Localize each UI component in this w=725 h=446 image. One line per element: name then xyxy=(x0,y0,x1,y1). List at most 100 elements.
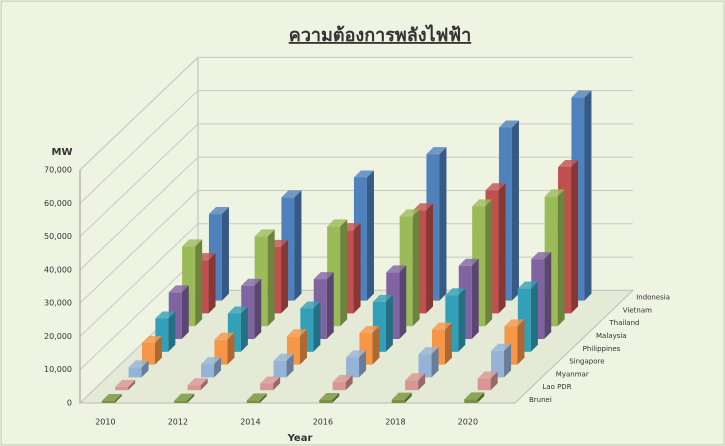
bar-front xyxy=(491,350,505,378)
bar-side xyxy=(345,374,353,391)
bar-side xyxy=(273,376,281,391)
bar-side xyxy=(227,332,235,365)
bar-top xyxy=(413,203,434,211)
bar-top xyxy=(485,183,506,191)
bar-top xyxy=(313,272,334,280)
bar-top xyxy=(544,189,565,197)
bar-side xyxy=(366,170,374,301)
bar-front xyxy=(101,401,115,403)
legend-label: Thailand xyxy=(608,319,639,327)
bar-top xyxy=(472,199,493,207)
bar-top xyxy=(300,301,321,309)
bar-front xyxy=(418,354,432,378)
bar-side xyxy=(359,350,367,378)
bar-side xyxy=(114,394,122,403)
bar-front xyxy=(273,360,287,378)
bar-side xyxy=(404,392,412,403)
bar xyxy=(491,343,512,378)
bar-top xyxy=(571,90,592,98)
legend-label: Brunei xyxy=(529,396,552,404)
x-tick-label: 2010 xyxy=(95,418,115,427)
bar xyxy=(246,393,267,403)
bar-top xyxy=(359,325,380,333)
bar xyxy=(155,311,176,352)
bar-top xyxy=(353,170,374,178)
bar-top xyxy=(286,329,307,337)
bar-side xyxy=(286,353,294,378)
bar-top xyxy=(431,322,452,330)
bar xyxy=(391,392,412,403)
bar-top xyxy=(327,219,348,227)
bar-top xyxy=(558,159,579,167)
bar-top xyxy=(332,374,353,382)
bar-side xyxy=(340,219,348,327)
bar-top xyxy=(372,294,393,302)
bar-side xyxy=(439,147,447,301)
chart-title: ความต้องการพลังไฟฟ้า xyxy=(289,24,471,46)
bar-side xyxy=(431,347,439,378)
bar-top xyxy=(273,353,294,361)
bar-top xyxy=(168,285,189,293)
bar xyxy=(477,371,498,391)
bar-top xyxy=(141,335,162,343)
bar-side xyxy=(571,159,579,314)
bar-top xyxy=(477,371,498,379)
legend-label: Indonesia xyxy=(636,294,670,302)
bar-side xyxy=(299,329,307,365)
bar-front xyxy=(174,400,188,403)
bar-top xyxy=(504,319,525,327)
bar-top xyxy=(182,239,203,247)
y-tick-label: 20,000 xyxy=(44,332,72,341)
bar xyxy=(464,392,485,403)
bar xyxy=(174,393,195,403)
grid-line xyxy=(79,90,633,204)
bar-top xyxy=(426,147,447,155)
grid-line xyxy=(79,56,633,171)
legend-label: Singapore xyxy=(569,358,604,366)
bar-side xyxy=(498,183,506,314)
bar-top xyxy=(174,393,195,401)
y-axis-label: MW xyxy=(52,147,73,158)
bar xyxy=(319,393,340,403)
bar-front xyxy=(319,400,333,403)
bar-top xyxy=(254,229,275,237)
bar xyxy=(346,350,367,378)
bar-side xyxy=(418,373,426,391)
bar-top xyxy=(187,378,208,386)
bar-side xyxy=(544,252,552,339)
bar-top xyxy=(128,360,149,368)
bar-top xyxy=(281,190,302,198)
bar-side xyxy=(385,294,393,352)
x-tick-label: 2014 xyxy=(240,418,260,427)
bar-top xyxy=(405,373,426,381)
bar-side xyxy=(471,258,479,339)
x-tick-label: 2016 xyxy=(313,418,333,427)
bar xyxy=(405,373,426,391)
bar-side xyxy=(141,360,149,378)
bar-front xyxy=(201,364,215,378)
legend-label: Lao PDR xyxy=(542,383,571,391)
bar-side xyxy=(221,207,229,301)
bar-front xyxy=(141,342,155,365)
legend-label: Myanmar xyxy=(556,370,589,378)
bar xyxy=(332,374,353,391)
y-tick-label: 70,000 xyxy=(44,166,72,175)
bar-side xyxy=(477,392,485,403)
bar-side xyxy=(372,325,380,365)
legend-label: Vietnam xyxy=(623,306,652,314)
bar-side xyxy=(326,272,334,339)
bar-front xyxy=(260,383,274,391)
bar-top xyxy=(418,347,439,355)
bar-top xyxy=(498,120,519,128)
x-tick-label: 2020 xyxy=(458,418,478,427)
bar-top xyxy=(214,332,235,340)
bar-top xyxy=(101,394,122,402)
bar-side xyxy=(517,319,525,365)
bar xyxy=(115,379,136,391)
bar xyxy=(201,357,222,378)
bar-top xyxy=(346,350,367,358)
bar-side xyxy=(511,120,519,301)
grid-line xyxy=(79,156,633,271)
bar-side xyxy=(214,357,222,378)
